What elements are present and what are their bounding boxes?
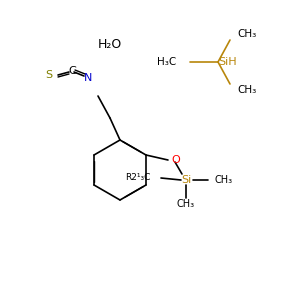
Text: CH₃: CH₃ [215, 175, 233, 185]
Text: CH₃: CH₃ [237, 85, 256, 95]
Text: N: N [84, 73, 92, 83]
Text: H₃C: H₃C [157, 57, 176, 67]
Text: R2¹₃C: R2¹₃C [126, 173, 151, 182]
Text: CH₃: CH₃ [177, 199, 195, 209]
Text: S: S [45, 70, 52, 80]
Text: O: O [171, 155, 180, 165]
Text: SiH: SiH [218, 57, 237, 67]
Text: CH₃: CH₃ [237, 29, 256, 39]
Text: C: C [68, 66, 76, 76]
Text: H₂O: H₂O [98, 38, 122, 52]
Text: Si: Si [181, 175, 191, 185]
